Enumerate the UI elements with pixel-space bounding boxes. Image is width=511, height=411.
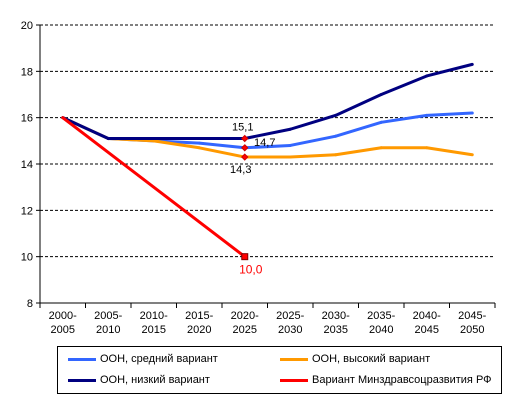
- series-1-segment: [425, 146, 474, 157]
- x-tick-label: 2030-2035: [322, 310, 350, 336]
- series-1-segment: [197, 146, 247, 159]
- gridlines: [40, 24, 495, 258]
- data-label: 15,1: [232, 122, 253, 134]
- x-tick-label: 2005-2010: [94, 310, 122, 336]
- legend-label-un-low: ООН, низкий вариант: [100, 374, 210, 386]
- series-2-segment: [334, 93, 383, 117]
- y-tick-label: 20: [21, 20, 33, 32]
- point-marker: [241, 144, 249, 152]
- series-3-segment: [61, 116, 247, 259]
- x-tick-label: 2045-2050: [458, 310, 486, 336]
- series-0-segment: [288, 134, 338, 147]
- series-lines: [61, 62, 474, 259]
- data-label: 14,7: [254, 137, 275, 149]
- point-marker: [241, 134, 249, 143]
- legend-item-minzdrav: Вариант Минздравсоцразвития РФ: [280, 374, 492, 386]
- legend-label-minzdrav: Вариант Минздравсоцразвития РФ: [312, 374, 492, 386]
- legend-label-un-medium: ООН, средний вариант: [100, 353, 218, 365]
- legend-item-un-medium: ООН, средний вариант: [68, 353, 218, 365]
- x-tick-label: 2025-2030: [276, 310, 304, 336]
- data-label: 14,3: [230, 164, 251, 176]
- y-tick-label: 18: [21, 66, 33, 78]
- x-tick-label: 2035-2040: [367, 310, 395, 336]
- legend: ООН, средний вариант ООН, высокий вариан…: [57, 346, 502, 394]
- x-tick-label: 2015-2020: [185, 310, 213, 336]
- y-tick-label: 14: [21, 159, 33, 171]
- legend-swatch-minzdrav: [280, 378, 308, 382]
- series-2-segment: [425, 62, 474, 78]
- legend-swatch-un-low: [68, 378, 96, 382]
- axes: 8 10 12 14 16 18 20 2000-2005 2005-2010 2010-2015…: [21, 20, 496, 336]
- data-labels: 15,114,7 14,3 10,0: [230, 122, 275, 277]
- legend-swatch-un-medium: [68, 357, 96, 361]
- x-tick-label: 2010-2015: [140, 310, 168, 336]
- series-1-segment: [152, 139, 201, 150]
- series-1-segment: [334, 146, 383, 157]
- series-2-segment: [379, 74, 429, 96]
- legend-item-un-low: ООН, низкий вариант: [68, 374, 210, 386]
- series-0-segment: [379, 113, 429, 124]
- series-0-segment: [334, 120, 383, 138]
- series-2-segment: [288, 113, 338, 131]
- minzdrav-end-marker: [241, 253, 249, 261]
- legend-label-un-high: ООН, высокий вариант: [312, 353, 431, 365]
- series-0-segment: [425, 111, 474, 117]
- x-tick-label: 2040-2045: [413, 310, 441, 336]
- series-2-segment: [61, 116, 110, 141]
- y-tick-label: 10: [21, 252, 33, 264]
- series-0-segment: [243, 143, 292, 150]
- point-marker: [241, 153, 249, 161]
- data-label: 10,0: [239, 263, 263, 277]
- series-2-segment: [243, 127, 292, 141]
- y-tick-label: 16: [21, 113, 33, 125]
- y-tick-label: 12: [21, 205, 33, 217]
- legend-item-un-high: ООН, высокий вариант: [280, 353, 430, 365]
- y-tick-label: 8: [27, 298, 33, 310]
- legend-swatch-un-high: [280, 357, 308, 361]
- x-tick-label: 2000-2005: [49, 310, 77, 336]
- series-1-segment: [288, 153, 338, 159]
- x-tick-label: 2020-2025: [231, 310, 259, 336]
- series-0-segment: [197, 141, 247, 150]
